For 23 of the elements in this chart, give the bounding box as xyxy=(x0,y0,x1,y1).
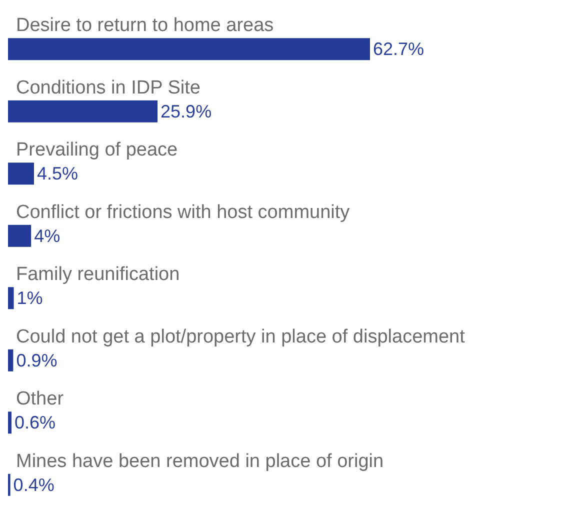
data-label: 62.7% xyxy=(373,39,424,60)
y-tick-label: Conflict or frictions with host community xyxy=(16,202,350,223)
bar xyxy=(8,349,14,372)
y-tick-label: Could not get a plot/property in place of displacement xyxy=(16,326,466,348)
data-label: 4% xyxy=(34,226,60,246)
y-tick-label: Desire to return to home areas xyxy=(16,15,274,36)
data-label: 4.5% xyxy=(36,164,78,184)
y-tick-label: Other xyxy=(16,388,64,410)
data-label: 0.6% xyxy=(14,412,56,433)
data-label: 1% xyxy=(16,288,43,308)
y-tick-label: Mines have been removed in place of origin xyxy=(16,450,384,472)
data-label: 0.4% xyxy=(13,474,54,495)
bar xyxy=(8,287,14,310)
bar xyxy=(8,162,34,185)
bar xyxy=(8,100,158,122)
bar xyxy=(8,224,32,247)
data-label: 0.9% xyxy=(16,350,58,370)
data-label: 25.9% xyxy=(160,101,212,122)
bar xyxy=(8,38,370,60)
bar xyxy=(8,412,12,434)
y-tick-label: Family reunification xyxy=(16,264,180,286)
y-tick-label: Conditions in IDP Site xyxy=(16,77,200,98)
y-tick-label: Prevailing of peace xyxy=(16,140,178,161)
